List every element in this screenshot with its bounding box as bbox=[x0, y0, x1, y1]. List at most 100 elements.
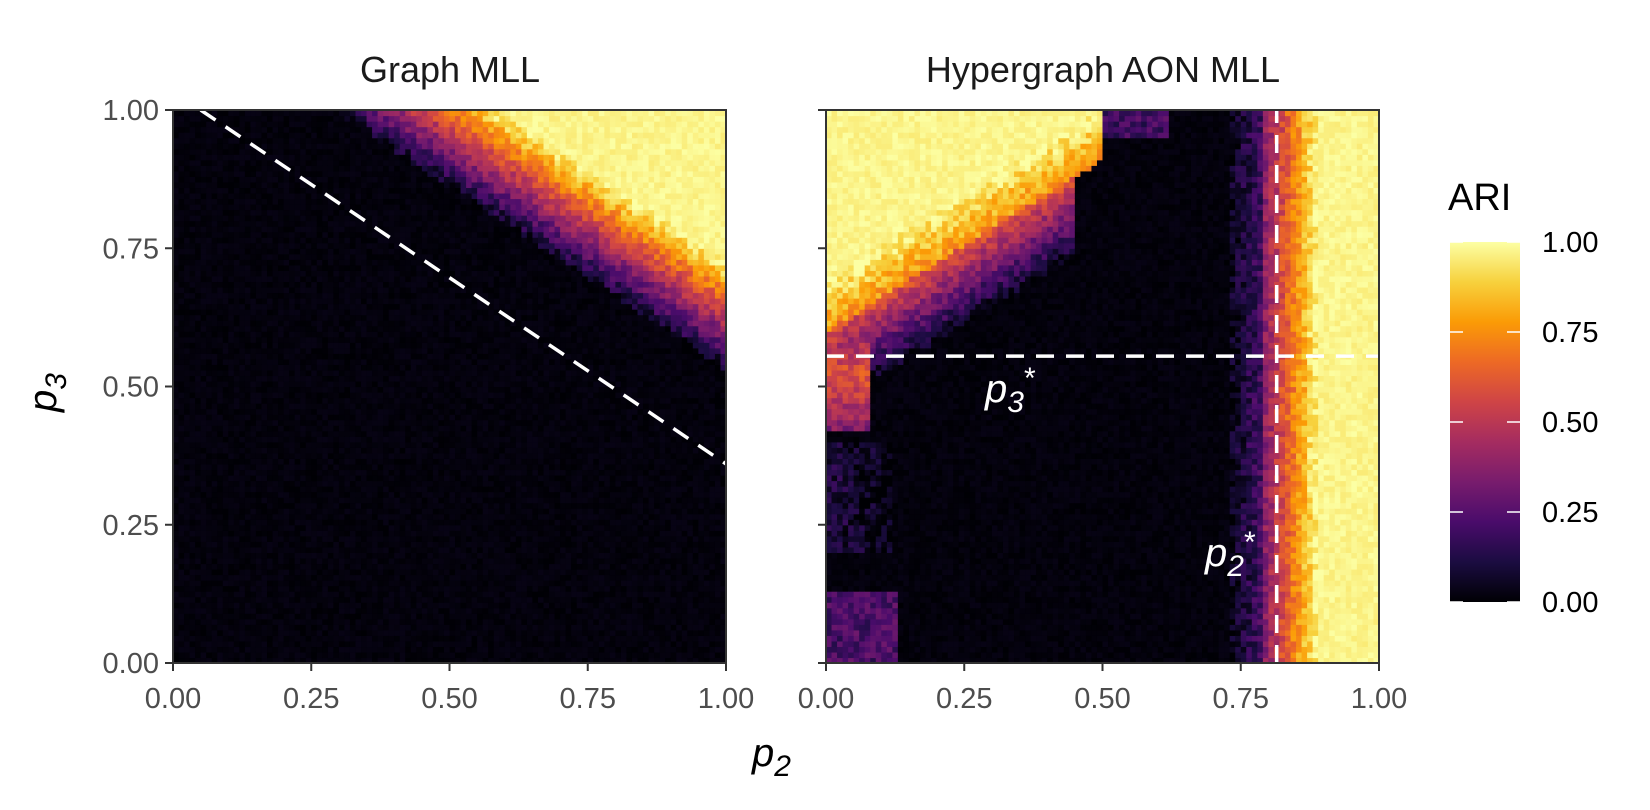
heatmap-cell bbox=[173, 364, 180, 371]
heatmap-cell bbox=[355, 635, 362, 642]
heatmap-cell bbox=[195, 624, 202, 631]
heatmap-cell bbox=[432, 298, 440, 305]
heatmap-cell bbox=[427, 574, 434, 581]
heatmap-cell bbox=[327, 237, 334, 244]
heatmap-cell bbox=[211, 375, 218, 382]
heatmap-cell bbox=[410, 132, 417, 139]
heatmap-cell bbox=[383, 286, 390, 294]
heatmap-cell bbox=[283, 298, 290, 305]
heatmap-cell bbox=[349, 546, 357, 553]
heatmap-cell bbox=[427, 192, 434, 200]
heatmap-cell bbox=[394, 447, 401, 454]
heatmap-cell bbox=[361, 309, 368, 316]
heatmap-cell bbox=[361, 530, 368, 537]
heatmap-cell bbox=[255, 325, 263, 332]
heatmap-cell bbox=[283, 353, 290, 360]
heatmap-cell bbox=[200, 607, 207, 614]
heatmap-cell bbox=[239, 441, 246, 448]
heatmap-cell bbox=[305, 469, 312, 476]
heatmap-cell bbox=[222, 469, 229, 476]
heatmap-cell bbox=[377, 386, 384, 393]
heatmap-cell bbox=[355, 524, 362, 531]
heatmap-cell bbox=[421, 253, 428, 260]
heatmap-cell bbox=[372, 430, 379, 437]
heatmap-cell bbox=[355, 530, 362, 537]
heatmap-cell bbox=[383, 115, 390, 122]
heatmap-cell bbox=[300, 613, 307, 620]
heatmap-cell bbox=[289, 187, 296, 194]
heatmap-cell bbox=[322, 513, 329, 520]
heatmap-cell bbox=[311, 336, 318, 343]
heatmap-cell bbox=[338, 264, 346, 271]
heatmap-cell bbox=[189, 541, 196, 548]
heatmap-cell bbox=[366, 414, 373, 421]
heatmap-cell bbox=[416, 143, 423, 150]
heatmap-cell bbox=[300, 320, 307, 327]
heatmap-cell bbox=[289, 364, 296, 371]
heatmap-cell bbox=[200, 568, 207, 576]
heatmap-cell bbox=[200, 181, 207, 189]
heatmap-cell bbox=[438, 386, 445, 393]
heatmap-cell bbox=[289, 513, 296, 520]
heatmap-cell bbox=[294, 270, 301, 277]
heatmap-cell bbox=[189, 624, 196, 631]
heatmap-cell bbox=[189, 154, 196, 161]
heatmap-cell bbox=[316, 425, 323, 432]
heatmap-cell bbox=[283, 347, 290, 354]
heatmap-cell bbox=[405, 314, 412, 321]
heatmap-cell bbox=[333, 132, 340, 139]
heatmap-cell bbox=[399, 275, 406, 283]
heatmap-cell bbox=[443, 403, 451, 410]
heatmap-cell bbox=[322, 137, 329, 144]
heatmap-cell bbox=[399, 585, 406, 592]
heatmap-cell bbox=[421, 181, 428, 189]
heatmap-cell bbox=[355, 170, 362, 177]
heatmap-cell bbox=[311, 613, 318, 620]
heatmap-cell bbox=[239, 397, 246, 404]
heatmap-cell bbox=[195, 568, 202, 576]
heatmap-cell bbox=[361, 486, 368, 493]
heatmap-cell bbox=[421, 176, 428, 183]
heatmap-cell bbox=[261, 486, 268, 493]
heatmap-cell bbox=[211, 486, 218, 493]
heatmap-cell bbox=[189, 353, 196, 360]
heatmap-cell bbox=[344, 220, 351, 227]
heatmap-cell bbox=[206, 209, 213, 216]
heatmap-cell bbox=[255, 209, 263, 216]
heatmap-cell bbox=[278, 148, 285, 155]
heatmap-cell bbox=[244, 447, 252, 454]
heatmap-cell bbox=[195, 591, 202, 598]
heatmap-cell bbox=[206, 646, 213, 653]
heatmap-cell bbox=[255, 486, 263, 493]
heatmap-cell bbox=[421, 115, 428, 122]
heatmap-cell bbox=[388, 303, 395, 310]
heatmap-cell bbox=[305, 170, 312, 177]
heatmap-cell bbox=[322, 403, 329, 410]
heatmap-cell bbox=[222, 530, 229, 537]
heatmap-cell bbox=[427, 137, 434, 144]
heatmap-cell bbox=[327, 629, 334, 636]
heatmap-cell bbox=[405, 447, 412, 454]
heatmap-cell bbox=[228, 657, 235, 663]
heatmap-cell bbox=[289, 474, 296, 482]
heatmap-cell bbox=[344, 508, 351, 515]
heatmap-cell bbox=[173, 353, 180, 360]
heatmap-cell bbox=[355, 159, 362, 166]
heatmap-cell bbox=[344, 519, 351, 526]
heatmap-cell bbox=[261, 552, 268, 559]
heatmap-cell bbox=[432, 519, 440, 526]
heatmap-cell bbox=[195, 270, 202, 277]
heatmap-cell bbox=[311, 519, 318, 526]
heatmap-cell bbox=[316, 187, 323, 194]
heatmap-cell bbox=[410, 220, 417, 227]
heatmap-cell bbox=[322, 209, 329, 216]
heatmap-cell bbox=[388, 231, 395, 238]
heatmap-cell bbox=[289, 557, 296, 565]
heatmap-cell bbox=[427, 419, 434, 426]
heatmap-cell bbox=[173, 419, 180, 426]
heatmap-cell bbox=[443, 640, 451, 648]
heatmap-cell bbox=[344, 226, 351, 233]
heatmap-cell bbox=[349, 480, 357, 487]
heatmap-cell bbox=[305, 369, 312, 377]
heatmap-cell bbox=[200, 204, 207, 211]
